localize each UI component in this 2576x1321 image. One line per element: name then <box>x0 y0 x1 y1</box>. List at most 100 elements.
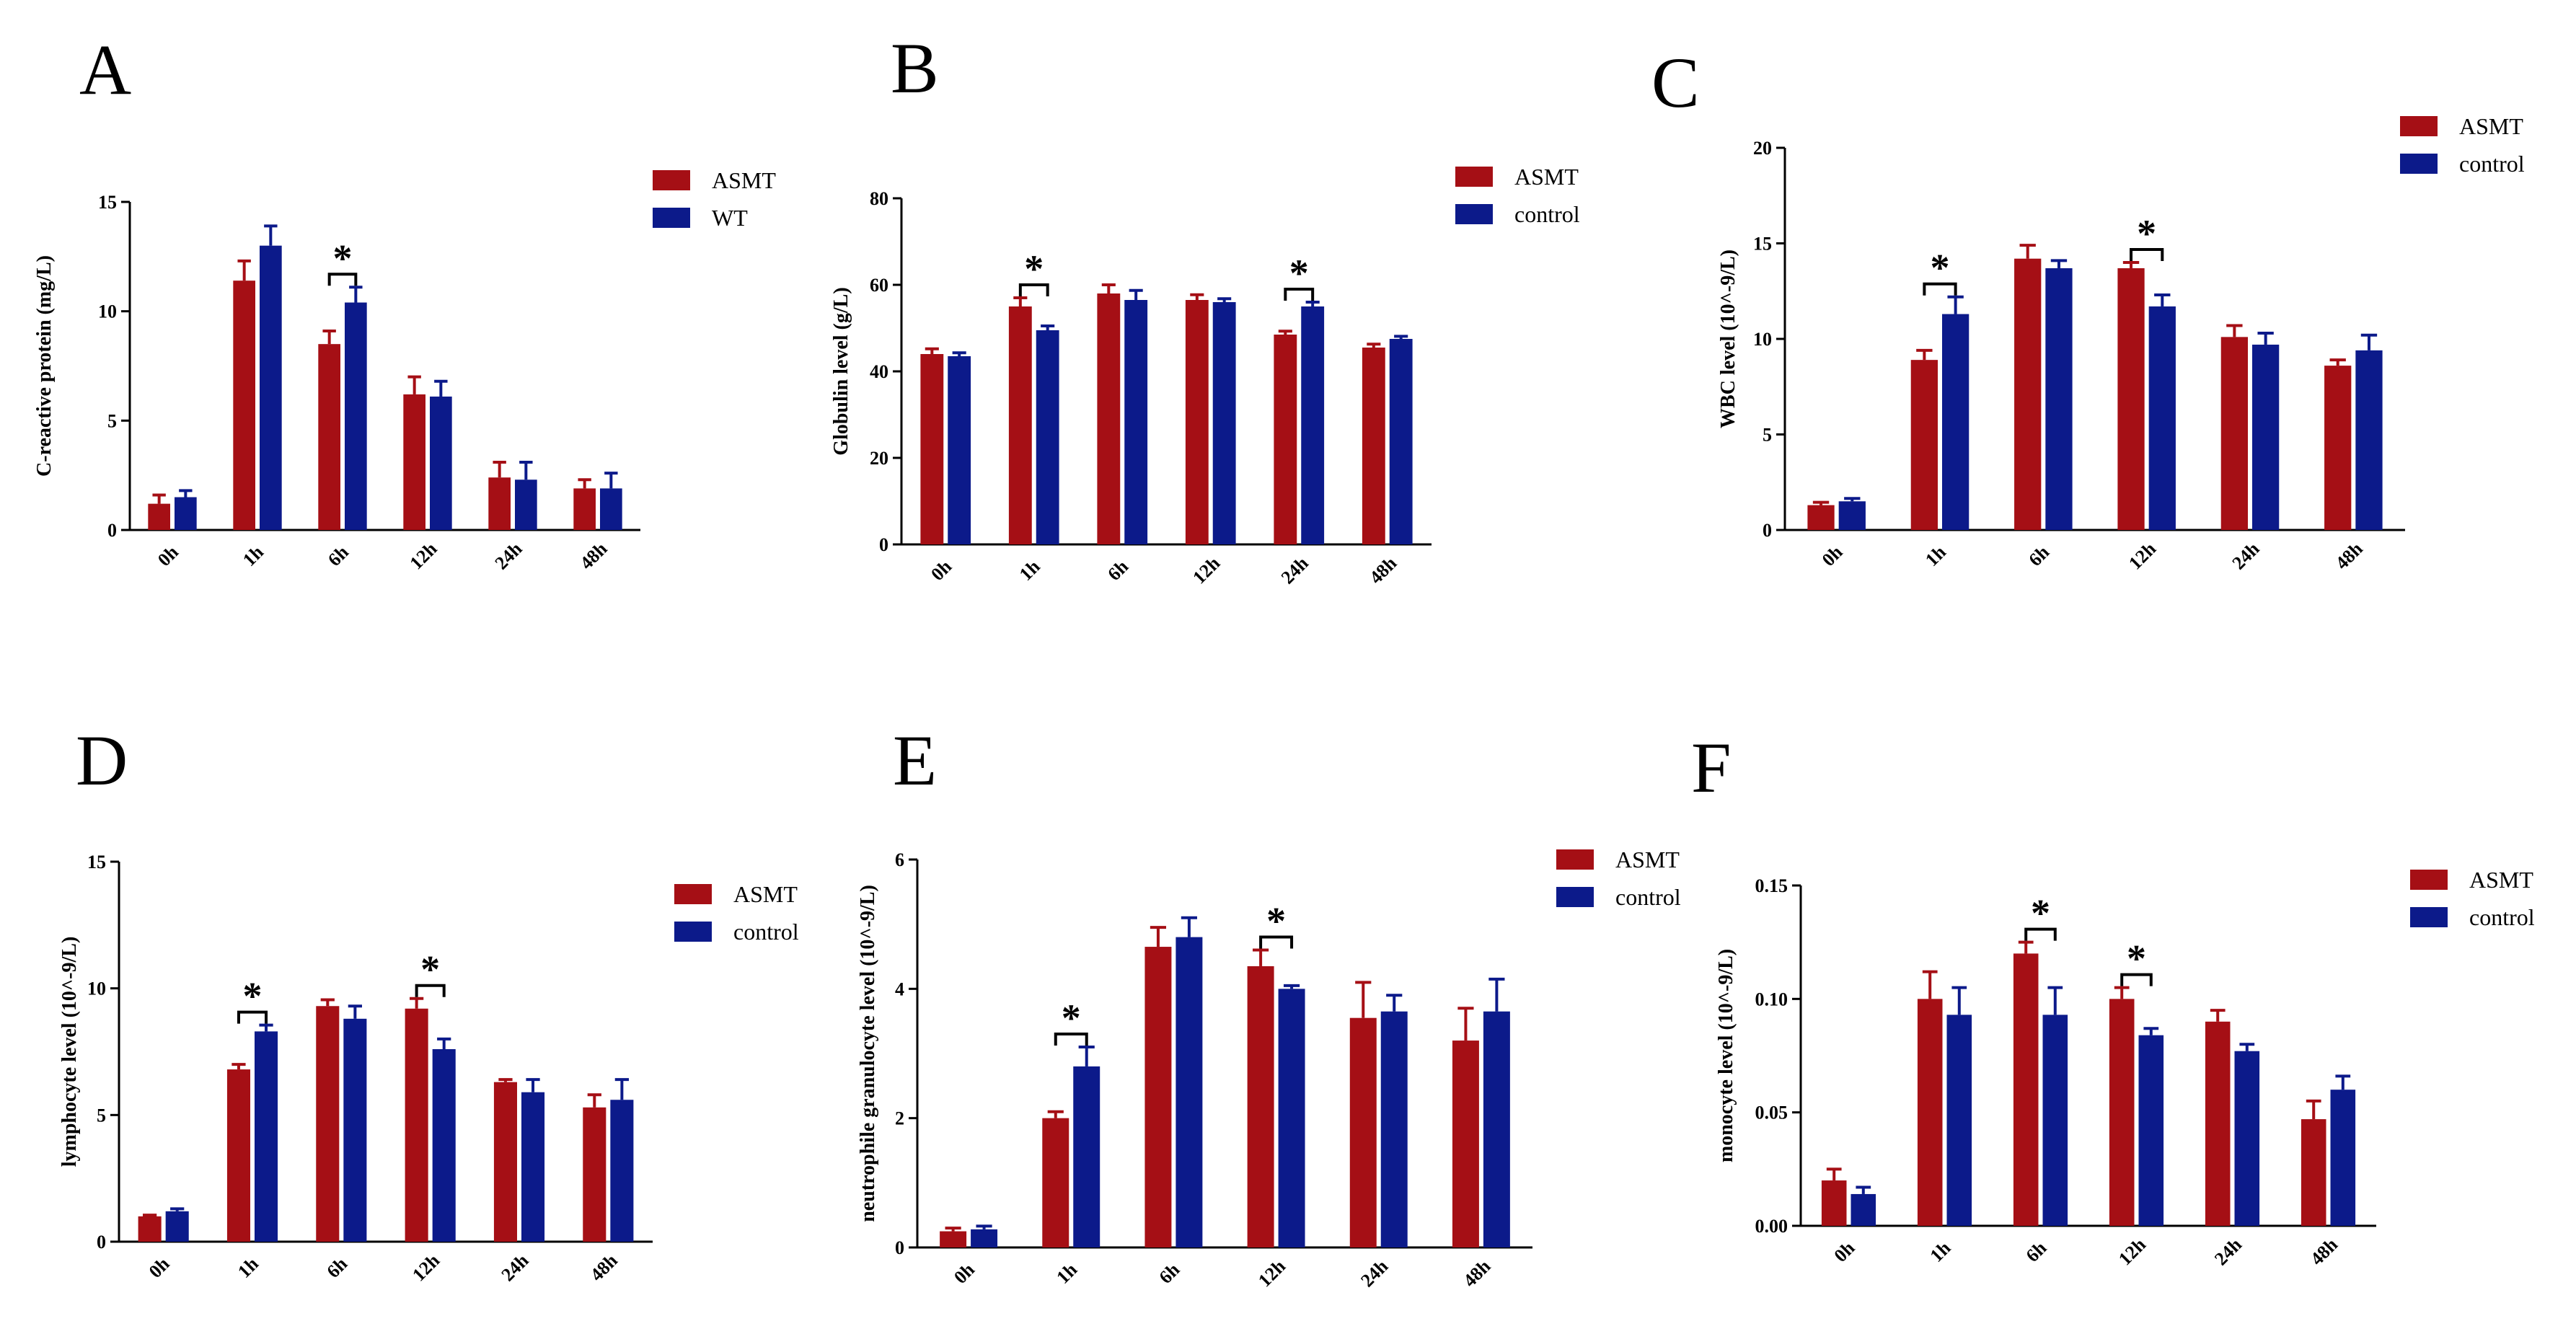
x-tick-label: 24h <box>497 1250 532 1285</box>
bar-asmt-12h <box>403 394 425 530</box>
legend-swatch-asmt <box>2410 870 2448 890</box>
bar-asmt-24h <box>493 1082 517 1242</box>
significance-bracket <box>2120 973 2153 986</box>
legend-label-control: control <box>733 919 799 945</box>
bar-asmt-24h <box>1349 1017 1377 1247</box>
y-axis-label: monocyte level (10^-9/L) <box>1715 949 1737 1162</box>
x-tick-label: 24h <box>490 538 526 573</box>
panel-b: B 0 20 40 60 80 Globulin level (g/L) 0h 1h 6h 12h 2… <box>830 28 1580 588</box>
y-tick-label: 0 <box>97 1232 106 1252</box>
x-tick-label: 12h <box>2125 538 2160 573</box>
y-axis-label: C-reactive protein (mg/L) <box>33 255 56 477</box>
legend-swatch-control <box>2410 907 2448 927</box>
y-axis-label: WBC level (10^-9/L) <box>1717 249 1739 428</box>
bar-asmt-12h <box>405 1008 428 1242</box>
y-tick-label: 5 <box>97 1105 106 1126</box>
bar-control-0h <box>948 356 971 544</box>
legend-swatch-asmt <box>2400 116 2438 136</box>
x-tick-label: 24h <box>2210 1234 2246 1269</box>
bar-asmt-0h <box>920 354 944 544</box>
y-tick-label: 20 <box>870 448 888 469</box>
y-tick-label: 4 <box>895 978 904 999</box>
y-tick-label: 5 <box>107 410 117 431</box>
bar-asmt-48h <box>573 488 596 530</box>
legend-label-asmt: ASMT <box>1615 847 1680 872</box>
x-tick-label: 6h <box>2022 1237 2051 1266</box>
significance-star: * <box>2137 212 2156 255</box>
y-tick-label: 10 <box>98 301 117 322</box>
significance-bracket <box>2130 248 2164 261</box>
bar-asmt-6h <box>2014 258 2042 530</box>
bar-control-48h <box>610 1100 634 1242</box>
x-tick-label: 48h <box>2306 1234 2342 1269</box>
bar-control-1h <box>1036 330 1059 544</box>
bar-asmt-48h <box>583 1107 606 1242</box>
bar-control-24h <box>2252 344 2280 530</box>
bar-asmt-12h <box>2109 999 2135 1226</box>
x-tick-label: 0h <box>927 556 956 585</box>
x-tick-label: 24h <box>2228 538 2263 573</box>
x-tick-label: 6h <box>324 542 353 570</box>
legend-swatch-wt <box>653 208 690 228</box>
legend-label-asmt: ASMT <box>2459 113 2523 139</box>
significance-bracket <box>1018 283 1049 296</box>
y-tick-label: 0 <box>879 534 888 555</box>
y-tick-label: 40 <box>870 361 888 382</box>
legend-label-control: control <box>2469 904 2535 930</box>
bar-asmt-6h <box>318 344 340 530</box>
panel-f: F 0.00 0.05 0.10 0.15 monocyte level (10^-9/L… <box>1691 728 2535 1270</box>
bar-asmt-6h <box>2013 953 2039 1226</box>
bar-asmt-24h <box>488 477 511 530</box>
x-tick-label: 48h <box>2332 538 2367 573</box>
bar-control-0h <box>1838 501 1866 530</box>
x-tick-label: 12h <box>405 538 441 573</box>
bar-asmt-48h <box>1452 1041 1479 1247</box>
y-tick-label: 10 <box>87 978 106 999</box>
y-tick-label: 80 <box>870 188 888 209</box>
x-tick-label: 6h <box>1103 556 1132 585</box>
x-tick-label: 0h <box>950 1259 979 1288</box>
significance-bracket <box>237 1010 268 1024</box>
x-tick-label: 48h <box>1459 1255 1494 1291</box>
bar-control-1h <box>1946 1015 1972 1226</box>
bar-control-6h <box>343 1018 367 1242</box>
bar-control-12h <box>2138 1035 2164 1226</box>
panel-letter: A <box>79 30 131 110</box>
bar-asmt-48h <box>1362 348 1385 544</box>
bar-control-12h <box>2148 306 2176 530</box>
bar-control-6h <box>2045 268 2073 530</box>
bar-asmt-24h <box>2220 337 2248 530</box>
bar-asmt-48h <box>2301 1119 2326 1226</box>
x-tick-label: 1h <box>234 1253 263 1282</box>
bar-asmt-1h <box>226 1069 250 1242</box>
legend-label-control: control <box>1514 201 1580 227</box>
x-tick-label: 6h <box>322 1253 351 1282</box>
bar-control-48h <box>2355 350 2383 530</box>
bar-control-48h <box>2330 1090 2356 1226</box>
panel-letter: B <box>891 28 939 108</box>
x-tick-label: 12h <box>2114 1234 2150 1269</box>
y-axis-label: Globulin level (g/L) <box>830 287 852 455</box>
x-tick-label: 0h <box>145 1253 174 1282</box>
y-tick-label: 5 <box>1763 425 1772 446</box>
x-tick-label: 48h <box>586 1250 622 1285</box>
legend-swatch-asmt <box>1556 849 1594 870</box>
significance-bracket <box>1284 288 1315 301</box>
bar-control-24h <box>2234 1051 2260 1226</box>
legend-label-asmt: ASMT <box>2469 867 2533 893</box>
bar-asmt-0h <box>138 1216 162 1242</box>
y-axis-label: lymphocyte level (10^-9/L) <box>58 937 81 1167</box>
y-tick-label: 15 <box>98 192 117 213</box>
bar-wt-1h <box>260 245 282 530</box>
bar-control-12h <box>1278 989 1305 1247</box>
bar-asmt-12h <box>1185 300 1209 544</box>
bar-wt-0h <box>175 497 197 530</box>
x-tick-label: 6h <box>2024 542 2053 570</box>
bar-control-6h <box>1124 300 1148 544</box>
x-tick-label: 0h <box>154 542 182 570</box>
legend-label-asmt: ASMT <box>712 167 776 193</box>
bar-asmt-48h <box>2324 366 2352 530</box>
x-tick-label: 1h <box>239 542 268 570</box>
bar-asmt-0h <box>940 1231 967 1247</box>
